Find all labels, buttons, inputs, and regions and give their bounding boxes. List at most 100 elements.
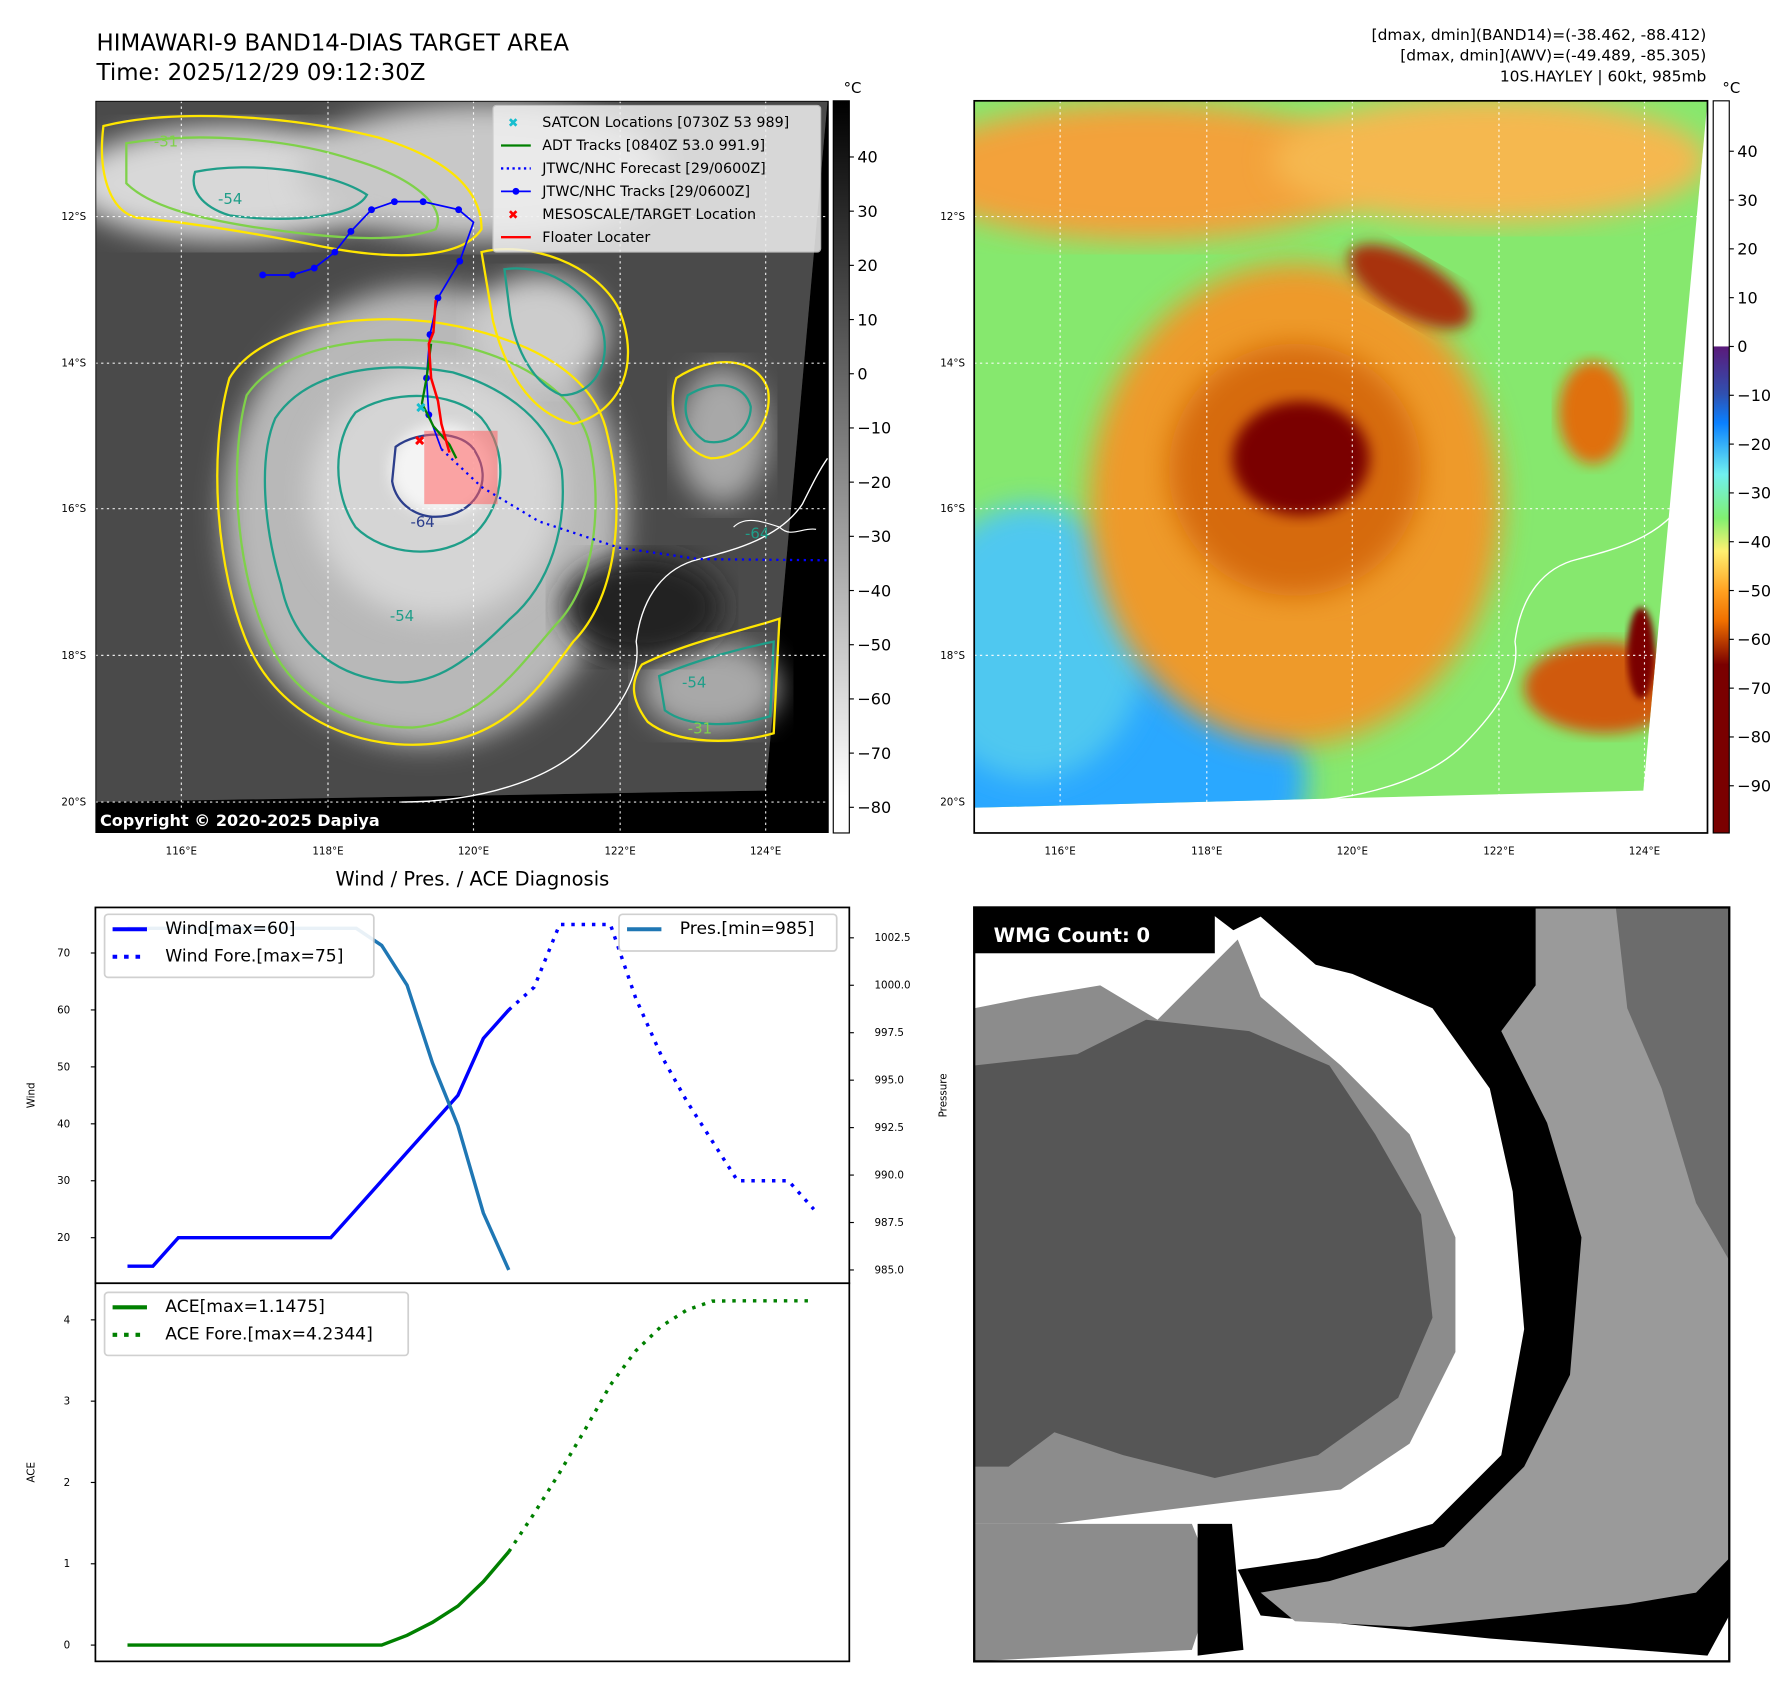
y-axis-label: Wind bbox=[26, 1082, 38, 1108]
y2-tick-label: 985.0 bbox=[875, 1264, 904, 1276]
legend-label: Pres.[min=985] bbox=[680, 919, 815, 939]
colorbar-tick-label: 20 bbox=[1737, 240, 1757, 259]
colorbar-tick-label: −80 bbox=[857, 798, 891, 817]
latitude-tick-label: 18°S bbox=[940, 650, 965, 662]
colorbar-tick-label: −50 bbox=[1737, 581, 1771, 600]
y-tick-label: 0 bbox=[64, 1640, 71, 1652]
figure-time: Time: 2025/12/29 09:12:30Z bbox=[96, 60, 426, 86]
map-legend: ✖ ✖ SATCON Locations [0730Z 53 989] ADT … bbox=[492, 104, 822, 253]
latitude-tick-label: 14°S bbox=[940, 358, 965, 370]
y2-tick-label: 997.5 bbox=[875, 1027, 904, 1039]
y-tick-label: 4 bbox=[64, 1314, 71, 1326]
y-tick-label: 1 bbox=[64, 1558, 71, 1570]
colorbar-tick-label: −20 bbox=[857, 473, 891, 492]
ace-chart: 0 1 2 3 4 ACE ACE[max=1.1475] ACE Fore.[max=4.2… bbox=[26, 1282, 851, 1663]
y2-tick-label: 1000.0 bbox=[875, 980, 911, 992]
longitude-tick-label: 124°E bbox=[750, 846, 781, 858]
latitude-tick-label: 16°S bbox=[940, 503, 965, 515]
legend-label: JTWC/NHC Tracks [29/0600Z] bbox=[541, 184, 750, 200]
stats-band14: [dmax, dmin](BAND14)=(-38.462, -88.412) bbox=[1372, 26, 1707, 44]
colorbar-tick-label: 30 bbox=[1737, 191, 1757, 210]
colorbar-unit: °C bbox=[1722, 79, 1740, 97]
y-tick-label: 40 bbox=[57, 1118, 70, 1130]
ir-map-panel: -54 -64 -54 -31 -31 -54 -64 ✖ ✖ bbox=[95, 100, 829, 833]
longitude-tick-label: 120°E bbox=[1337, 846, 1368, 858]
y-axis-label: ACE bbox=[26, 1462, 38, 1483]
colorbar-tick-label: −40 bbox=[1737, 532, 1771, 551]
latitude-tick-label: 20°S bbox=[940, 796, 965, 808]
y2-tick-label: 990.0 bbox=[875, 1170, 904, 1182]
longitude-tick-label: 124°E bbox=[1629, 846, 1660, 858]
legend-label: Wind Fore.[max=75] bbox=[165, 946, 343, 966]
storm-info: 10S.HAYLEY | 60kt, 985mb bbox=[1500, 67, 1707, 85]
colorbar-tick-label: −30 bbox=[857, 527, 891, 546]
legend-label: Floater Locater bbox=[542, 230, 650, 246]
longitude-tick-label: 122°E bbox=[1483, 846, 1514, 858]
legend-label: SATCON Locations [0730Z 53 989] bbox=[542, 115, 789, 131]
colorbar-tick-label: −10 bbox=[1737, 386, 1771, 405]
legend-label: MESOSCALE/TARGET Location bbox=[542, 207, 756, 223]
colorbar-tick-label: −30 bbox=[1737, 484, 1771, 503]
y-tick-label: 2 bbox=[64, 1477, 71, 1489]
y-tick-label: 3 bbox=[64, 1396, 71, 1408]
colorbar-tick-label: 40 bbox=[1737, 142, 1757, 161]
colorbar-tick-label: 20 bbox=[857, 256, 877, 275]
colorbar-unit: °C bbox=[844, 79, 862, 97]
wmg-frame bbox=[973, 906, 1731, 1663]
y2-axis-label: Pressure bbox=[938, 1073, 950, 1117]
series-line bbox=[127, 1008, 511, 1268]
colorbar-tick-label: 30 bbox=[857, 202, 877, 221]
colorbar-tick-label: 0 bbox=[1737, 337, 1747, 356]
colorbar-tick-label: −70 bbox=[1737, 679, 1771, 698]
figure-title: HIMAWARI-9 BAND14-DIAS TARGET AREA bbox=[97, 30, 570, 56]
wind-pressure-chart: 20 30 40 50 60 70 Wind 985.0 987.5 990.0 992.5 995.… bbox=[26, 906, 950, 1285]
latitude-tick-label: 18°S bbox=[61, 650, 86, 662]
colorbar-tick-label: 10 bbox=[857, 310, 877, 329]
colorbar-tick-label: −80 bbox=[1737, 728, 1771, 747]
legend-label: JTWC/NHC Forecast [29/0600Z] bbox=[541, 161, 766, 177]
colorbar-tick-label: 40 bbox=[857, 148, 877, 167]
chart-legend bbox=[103, 1291, 410, 1357]
contour-label: -64 bbox=[410, 513, 434, 531]
target-legend-icon: ✖ bbox=[508, 207, 519, 222]
contour-label: -54 bbox=[390, 607, 414, 625]
adt-track bbox=[420, 343, 458, 459]
colorbar-tick-label: −50 bbox=[857, 635, 891, 654]
chart-legend bbox=[618, 913, 838, 952]
contour-label: -54 bbox=[218, 190, 242, 208]
latitude-tick-label: 20°S bbox=[61, 796, 86, 808]
satcon-marker-icon: ✖ bbox=[415, 400, 427, 416]
colorbar-tick-label: 0 bbox=[857, 364, 867, 383]
contour-label: -31 bbox=[688, 719, 712, 737]
colorbar-tick-label: −60 bbox=[857, 690, 891, 709]
y2-tick-label: 992.5 bbox=[875, 1122, 904, 1134]
awv-colorbar: °C 40 30 20 10 0 −10 −20 −30 −40 −50 −60 −70 −80 −90 bbox=[1712, 79, 1771, 834]
longitude-tick-label: 116°E bbox=[1044, 846, 1075, 858]
colorbar-tick-label: −70 bbox=[857, 744, 891, 763]
colorbar-tick-label: −90 bbox=[1737, 776, 1771, 795]
stats-awv: [dmax, dmin](AWV)=(-49.489, -85.305) bbox=[1400, 47, 1706, 65]
satcon-legend-icon: ✖ bbox=[508, 115, 519, 130]
series-line bbox=[507, 1299, 814, 1553]
y2-tick-label: 987.5 bbox=[875, 1217, 904, 1229]
colorbar-tick-label: −40 bbox=[857, 581, 891, 600]
longitude-tick-label: 116°E bbox=[166, 846, 197, 858]
longitude-tick-label: 122°E bbox=[605, 846, 636, 858]
target-location-marker-icon: ✖ bbox=[414, 434, 426, 450]
latitude-ticks: 12°S 14°S 16°S 18°S 20°S bbox=[940, 211, 965, 808]
ir-colorbar: °C 40 30 20 10 0 −10 −20 −30 −40 −50 −60 −70 −80 bbox=[832, 79, 891, 834]
longitude-ticks: 116°E 118°E 120°E 122°E 124°E bbox=[166, 846, 782, 858]
latitude-ticks: 12°S 14°S 16°S 18°S 20°S bbox=[61, 211, 86, 808]
wmg-panel: WMG Count: 0 bbox=[974, 907, 1730, 1662]
colorbar-tick-label: −60 bbox=[1737, 630, 1771, 649]
legend-label: ACE[max=1.1475] bbox=[165, 1297, 325, 1317]
legend-label: Wind[max=60] bbox=[165, 919, 295, 939]
contour-label: -31 bbox=[154, 133, 178, 151]
colorbar-tick-label: −20 bbox=[1737, 435, 1771, 454]
chart-legend bbox=[103, 913, 375, 979]
latitude-tick-label: 14°S bbox=[61, 358, 86, 370]
floater-track bbox=[427, 300, 451, 453]
copyright: Copyright © 2020-2025 Dapiya bbox=[100, 811, 380, 830]
target-area-box bbox=[424, 430, 498, 505]
